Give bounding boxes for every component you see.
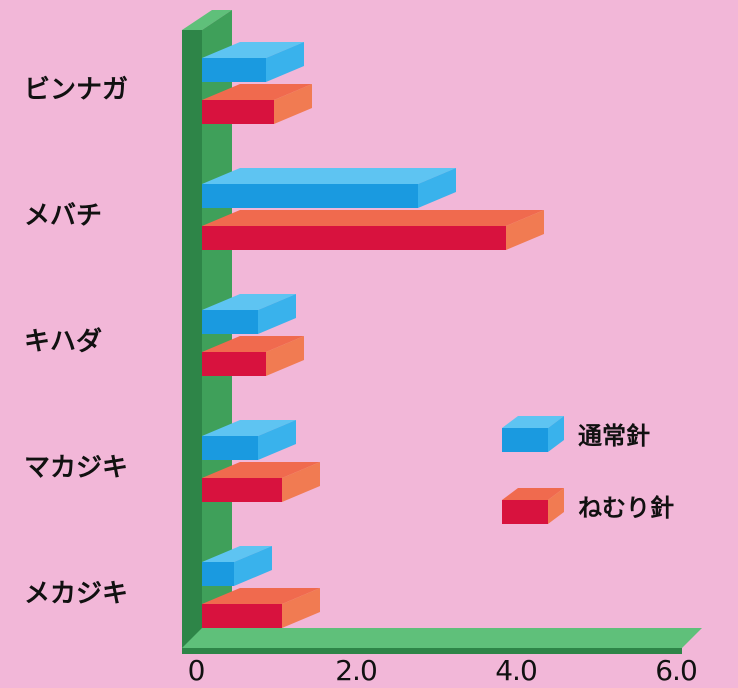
bar-front-face	[202, 100, 274, 124]
bar-front-face	[202, 310, 258, 334]
bar-top-face	[202, 588, 320, 604]
bar-top-face	[202, 546, 272, 562]
bar-circle-hook-4	[202, 588, 320, 628]
category-label: メバチ	[24, 201, 102, 231]
bar-normal-hook-4	[202, 546, 272, 586]
bar-end-face	[258, 420, 296, 460]
x-tick-label: 4.0	[495, 654, 537, 687]
bar-front-face	[202, 58, 266, 82]
bar-normal-hook-0	[202, 42, 304, 82]
bar-circle-hook-3	[202, 462, 320, 502]
bar-front-face	[202, 604, 282, 628]
bar-top-face	[202, 420, 296, 436]
y-axis-wall-top	[182, 10, 232, 30]
bar-end-face	[418, 168, 456, 208]
bar-normal-hook-2	[202, 294, 296, 334]
x-tick-labels: 0 2.0 4.0 6.0	[188, 654, 698, 687]
bar-normal-hook-3	[202, 420, 296, 460]
bar-circle-hook-0	[202, 84, 312, 124]
bar-top-face	[202, 210, 544, 226]
bar-top-face	[202, 294, 296, 310]
bar-end-face	[274, 84, 312, 124]
legend-label: 通常針	[578, 422, 650, 450]
bar-end-face	[234, 546, 272, 586]
x-axis-floor-front	[182, 648, 682, 654]
bar-circle-hook-1	[202, 210, 544, 250]
bar-front-face	[202, 226, 506, 250]
bar-end-face	[506, 210, 544, 250]
x-axis-floor-top	[182, 628, 702, 648]
legend-swatch	[502, 488, 564, 524]
bar-end-face	[258, 294, 296, 334]
legend-swatch-top	[502, 488, 564, 500]
category-label: マカジキ	[24, 453, 128, 483]
legend-swatch	[502, 416, 564, 452]
x-tick-label: 6.0	[655, 654, 697, 687]
legend-swatch-front	[502, 428, 548, 452]
bar-end-face	[282, 588, 320, 628]
bar-end-face	[266, 42, 304, 82]
y-axis-wall-side	[182, 30, 202, 648]
bar-front-face	[202, 184, 418, 208]
bar-top-face	[202, 336, 304, 352]
bar-top-face	[202, 168, 456, 184]
bar-end-face	[266, 336, 304, 376]
chart-bars	[202, 42, 544, 628]
bar-circle-hook-2	[202, 336, 304, 376]
legend-swatch-side	[548, 488, 564, 524]
bar-top-face	[202, 84, 312, 100]
legend-swatch-side	[548, 416, 564, 452]
bar-end-face	[282, 462, 320, 502]
x-tick-label: 2.0	[335, 654, 377, 687]
bar-top-face	[202, 42, 304, 58]
bar-front-face	[202, 562, 234, 586]
x-tick-label: 0	[188, 654, 205, 687]
legend-label: ねむり針	[578, 494, 674, 522]
category-label: メカジキ	[24, 579, 128, 609]
bar-front-face	[202, 478, 282, 502]
legend-item: ねむり針	[502, 488, 674, 524]
bar-front-face	[202, 436, 258, 460]
bar-top-face	[202, 462, 320, 478]
category-label: ビンナガ	[24, 75, 128, 105]
legend-swatch-top	[502, 416, 564, 428]
category-label: キハダ	[24, 326, 102, 357]
bar-normal-hook-1	[202, 168, 456, 208]
legend-item: 通常針	[502, 416, 650, 452]
legend-swatch-front	[502, 500, 548, 524]
bar-front-face	[202, 352, 266, 376]
